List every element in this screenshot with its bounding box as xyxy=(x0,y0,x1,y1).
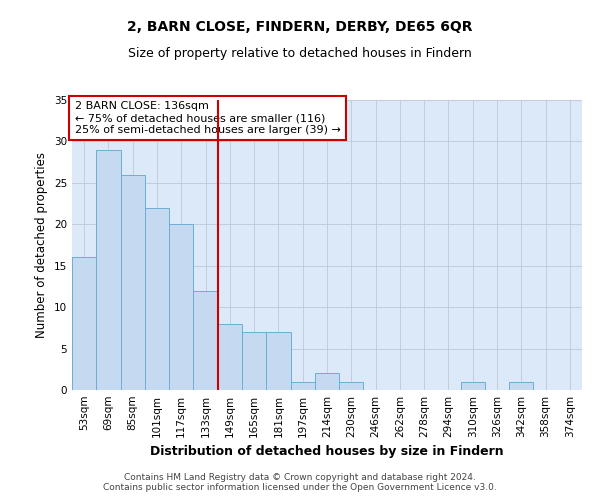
Bar xyxy=(290,382,315,390)
Bar xyxy=(509,382,533,390)
Y-axis label: Number of detached properties: Number of detached properties xyxy=(35,152,49,338)
Bar xyxy=(72,258,96,390)
Bar xyxy=(193,290,218,390)
Bar xyxy=(339,382,364,390)
Text: Size of property relative to detached houses in Findern: Size of property relative to detached ho… xyxy=(128,48,472,60)
Bar xyxy=(121,174,145,390)
X-axis label: Distribution of detached houses by size in Findern: Distribution of detached houses by size … xyxy=(150,446,504,458)
Bar xyxy=(145,208,169,390)
Text: 2, BARN CLOSE, FINDERN, DERBY, DE65 6QR: 2, BARN CLOSE, FINDERN, DERBY, DE65 6QR xyxy=(127,20,473,34)
Bar xyxy=(169,224,193,390)
Bar xyxy=(96,150,121,390)
Bar xyxy=(242,332,266,390)
Text: 2 BARN CLOSE: 136sqm
← 75% of detached houses are smaller (116)
25% of semi-deta: 2 BARN CLOSE: 136sqm ← 75% of detached h… xyxy=(74,102,340,134)
Bar xyxy=(461,382,485,390)
Bar xyxy=(266,332,290,390)
Bar xyxy=(218,324,242,390)
Bar xyxy=(315,374,339,390)
Text: Contains HM Land Registry data © Crown copyright and database right 2024.
Contai: Contains HM Land Registry data © Crown c… xyxy=(103,473,497,492)
